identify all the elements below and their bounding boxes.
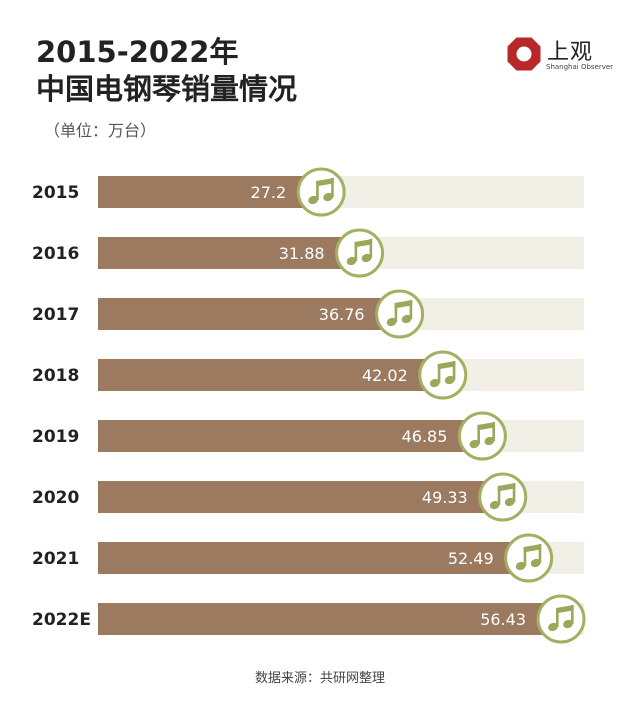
shanghai-observer-logo-icon [507,37,541,71]
data-label: 46.85 [402,427,448,446]
note-marker [504,533,554,583]
bar-row-2022E: 2022E 56.43 [32,594,586,644]
data-label: 31.88 [279,244,325,263]
source-note: 数据来源：共研网整理 [254,671,385,686]
data-label: 27.2 [251,183,287,202]
note-marker [296,167,346,217]
bar-row-2015: 2015 27.2 [32,167,584,217]
data-label: 42.02 [362,366,408,385]
data-label: 36.76 [319,305,365,324]
bar-row-2020: 2020 49.33 [32,472,584,522]
category-label: 2019 [32,427,79,447]
chart-title-line2: 中国电钢琴销量情况 [36,72,298,106]
bar-2015 [98,176,322,208]
bar-row-2019: 2019 46.85 [32,411,584,461]
bar-2019 [98,420,483,452]
bar-2018 [98,359,443,391]
chart-title-line1: 2015-2022年 [36,35,239,69]
bar-2021 [98,542,529,574]
note-marker [478,472,528,522]
bar-row-2018: 2018 42.02 [32,350,584,400]
note-marker [418,350,468,400]
music-note-icon [308,178,334,205]
note-marker [375,289,425,339]
logo-text-en: Shanghai Observer [546,63,614,71]
bar-2016 [98,237,360,269]
category-label: 2022E [32,610,91,630]
category-label: 2018 [32,366,79,386]
category-label: 2016 [32,244,79,264]
data-label: 49.33 [422,488,468,507]
data-label: 56.43 [480,610,526,629]
bar-2017 [98,298,400,330]
bar-chart: 2015 27.2 2016 31.88 2017 36.76 2018 42.02 2019 4… [32,167,586,644]
bar-2022E [98,603,561,635]
bar-row-2017: 2017 36.76 [32,289,584,339]
music-note-icon [515,544,542,571]
unit-label: （单位：万台） [44,121,157,140]
bar-row-2016: 2016 31.88 [32,228,584,278]
category-label: 2015 [32,183,79,203]
note-marker [536,594,586,644]
data-label: 52.49 [448,549,494,568]
logo-text-cn: 上观 [547,40,594,65]
note-marker [457,411,507,461]
music-note-icon [469,422,495,449]
note-marker [335,228,385,278]
category-label: 2017 [32,305,79,325]
music-note-icon [346,239,373,266]
music-note-icon [429,361,456,388]
music-note-icon [489,483,516,510]
bar-row-2021: 2021 52.49 [32,533,584,583]
category-label: 2020 [32,488,79,508]
music-note-icon [386,300,413,327]
bar-2020 [98,481,503,513]
publisher-logo: 上观 Shanghai Observer [506,36,616,76]
music-note-icon [548,605,574,632]
category-label: 2021 [32,549,79,569]
